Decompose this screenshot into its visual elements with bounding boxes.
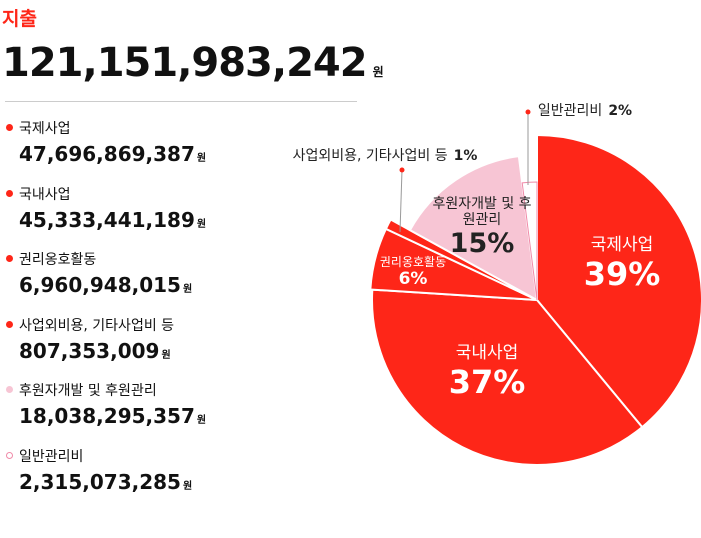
pie-label-name: 국제사업 [590, 235, 654, 255]
total-value: 121,151,983,242 [2, 40, 368, 86]
amount-value: 47,696,869,387 [19, 142, 195, 166]
leader-dot [399, 167, 405, 173]
pie-label-value: 39% [583, 254, 661, 293]
amount-unit: 원 [182, 480, 193, 492]
legend-label: 권리옹호활동 [19, 252, 97, 268]
pie-label-value: 1% [453, 148, 478, 164]
pie-slice [536, 133, 701, 429]
legend-label: 일반관리비 [19, 448, 84, 465]
title: 지출 [2, 8, 37, 30]
amount-value: 807,353,009 [19, 338, 160, 363]
amount-value: 6,960,948,015 [19, 273, 181, 297]
pie-slice [371, 288, 644, 466]
legend-amount: 45,333,441,189 원 [19, 208, 206, 232]
pie-label-name: 후원자개발 및 후원관리 [432, 196, 532, 229]
pie-label-name: 권리옹호활동 [379, 255, 447, 269]
legend-label: 국내사업 [19, 186, 71, 203]
amount-unit: 원 [161, 349, 171, 361]
legend-marker [6, 386, 13, 393]
pie-label: 후원자개발 및 후원관리 15% [432, 196, 532, 259]
legend-marker [6, 451, 13, 459]
legend-marker [6, 124, 13, 131]
legend-label: 사업외비용, 기타사업비 등 [19, 317, 175, 334]
total: 121,151,983,242 원 [2, 40, 384, 86]
pie-label: 일반관리비 2% [538, 100, 632, 120]
amount-unit: 원 [196, 218, 207, 230]
amount-unit: 원 [196, 415, 207, 426]
amount-value: 45,333,441,189 [19, 207, 195, 232]
pie-label-value: 2% [608, 103, 633, 119]
legend-marker [6, 320, 13, 328]
legend-label: 후원자개발 및 후원관리 [19, 383, 157, 399]
pie-label: 국내사업 37% [427, 343, 547, 401]
legend-amount: 2,315,073,285 원 [19, 470, 192, 494]
pie-label-name: 일반관리비 [537, 103, 603, 119]
legend-amount: 6,960,948,015 원 [19, 273, 192, 297]
amount-value: 18,038,295,357 [19, 404, 195, 428]
divider [5, 101, 357, 102]
pie-label-value: 6% [398, 268, 428, 289]
pie-slice [521, 181, 538, 301]
leader-line [399, 169, 403, 233]
leader-dot [525, 109, 531, 115]
pie-label-name: 국내사업 [455, 343, 519, 363]
legend-amount: 807,353,009 원 [19, 339, 171, 363]
pie-label-value: 37% [448, 362, 526, 401]
pie-slice [408, 155, 539, 302]
unit: 원 [372, 65, 384, 79]
pie-label: 국제사업 39% [562, 235, 682, 293]
legend-amount: 47,696,869,387 원 [19, 142, 206, 166]
pie-label-name: 사업외비용, 기타사업비 등 [292, 148, 448, 164]
amount-value: 2,315,073,285 [19, 469, 181, 494]
amount-unit: 원 [182, 284, 193, 295]
legend-label: 국제사업 [19, 121, 71, 137]
amount-unit: 원 [196, 153, 207, 164]
legend-marker [6, 255, 13, 262]
legend-amount: 18,038,295,357 원 [19, 404, 206, 428]
pie-label-value: 15% [449, 228, 515, 260]
pie-label: 사업외비용, 기타사업비 등 1% [293, 145, 478, 165]
pie-label: 권리옹호활동 6% [368, 255, 458, 289]
legend-marker [6, 189, 13, 197]
